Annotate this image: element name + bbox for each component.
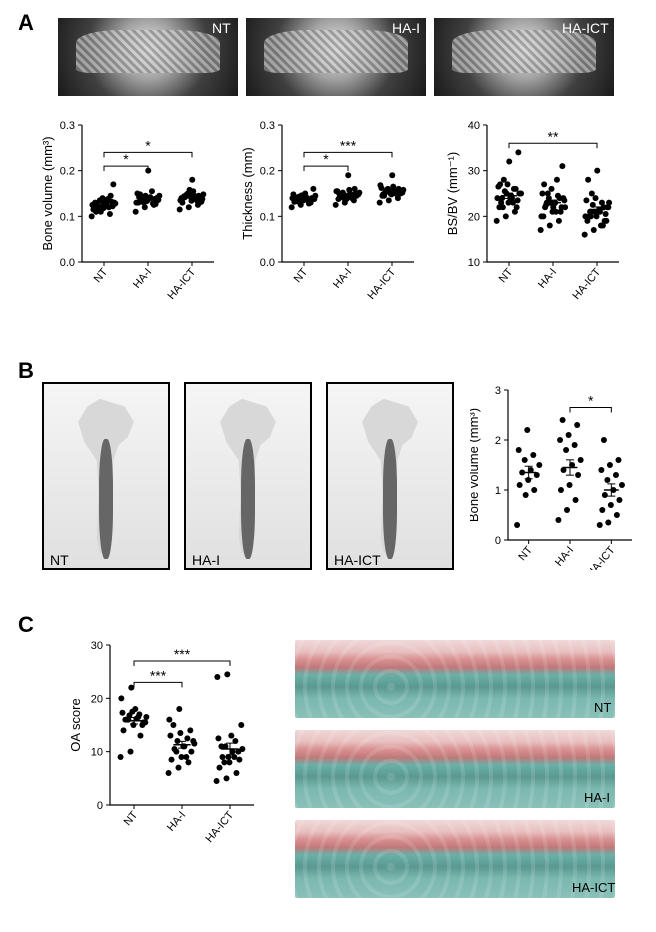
svg-text:0.1: 0.1 — [60, 211, 75, 223]
svg-text:NT: NT — [497, 266, 516, 285]
svg-text:0: 0 — [97, 800, 103, 812]
svg-text:20: 20 — [91, 693, 103, 705]
svg-text:HA-I: HA-I — [331, 266, 354, 291]
svg-text:***: *** — [150, 667, 167, 683]
svg-text:10: 10 — [91, 747, 103, 759]
histo-label-hai: HA-I — [584, 790, 610, 805]
svg-text:NT: NT — [122, 809, 141, 828]
histo-label-nt: NT — [594, 700, 611, 715]
svg-text:*: * — [123, 151, 129, 167]
svg-text:OA score: OA score — [70, 698, 83, 751]
svg-text:30: 30 — [91, 640, 103, 652]
svg-text:BS/BV (mm⁻¹): BS/BV (mm⁻¹) — [445, 152, 460, 235]
svg-text:0.0: 0.0 — [60, 257, 75, 269]
svg-text:NT: NT — [92, 266, 111, 285]
svg-text:30: 30 — [468, 166, 480, 178]
svg-text:*: * — [588, 393, 594, 409]
ct-label-haict: HA-ICT — [562, 20, 609, 36]
ct-image-nt — [58, 18, 238, 96]
svg-text:***: *** — [174, 646, 191, 662]
panel-b-label: B — [18, 358, 34, 384]
svg-text:**: ** — [548, 128, 559, 144]
panel-c-label: C — [18, 612, 34, 638]
svg-text:***: *** — [340, 137, 357, 153]
svg-text:Thickness (mm): Thickness (mm) — [240, 147, 255, 239]
svg-text:0.2: 0.2 — [260, 166, 275, 178]
svg-text:NT: NT — [292, 266, 311, 285]
svg-text:HA-I: HA-I — [165, 809, 188, 834]
ct-label-nt: NT — [212, 20, 231, 36]
chart-thickness-a: 0.00.10.20.3NTHA-IHA-ICTThickness (mm)**… — [240, 115, 420, 310]
svg-text:0.3: 0.3 — [260, 120, 275, 132]
svg-text:10: 10 — [468, 257, 480, 269]
svg-text:1: 1 — [495, 485, 501, 497]
svg-text:Bone volume (mm³): Bone volume (mm³) — [470, 408, 481, 522]
chart-bone-volume-a: 0.0 0.1 0.2 0.3 NT HA-I HA-ICT Bone volume (mm³… — [40, 115, 220, 310]
svg-text:*: * — [145, 137, 151, 153]
svg-text:0: 0 — [495, 535, 501, 547]
histo-label-haict: HA-ICT — [572, 880, 615, 895]
chart-bsbv-a: 10 20 30 40 NT HA-I HA-ICT BS/BV (mm⁻¹) ** — [445, 115, 625, 310]
svg-text:HA-I: HA-I — [536, 266, 559, 291]
svg-text:3: 3 — [495, 385, 501, 397]
svg-text:NT: NT — [516, 544, 535, 563]
ct-label-hai: HA-I — [392, 20, 420, 36]
histo-image-haict — [295, 820, 615, 898]
histo-image-nt — [295, 640, 615, 718]
bone-image-hai — [184, 382, 312, 570]
svg-text:2: 2 — [495, 435, 501, 447]
bone-image-haict — [326, 382, 454, 570]
svg-text:HA-ICT: HA-ICT — [166, 266, 199, 302]
svg-text:20: 20 — [468, 211, 480, 223]
svg-text:HA-ICT: HA-ICT — [585, 544, 618, 570]
svg-text:0.2: 0.2 — [60, 166, 75, 178]
bone-label-hai: HA-I — [192, 552, 220, 568]
chart-bone-volume-b: 0 1 2 3 NT HA-I HA-ICT Bone volume (mm³) * — [470, 380, 638, 570]
bone-label-haict: HA-ICT — [334, 552, 381, 568]
svg-text:40: 40 — [468, 120, 480, 132]
svg-text:HA-ICT: HA-ICT — [366, 266, 399, 302]
svg-text:HA-I: HA-I — [131, 266, 154, 291]
svg-text:0.1: 0.1 — [260, 211, 275, 223]
svg-text:Bone volume (mm³): Bone volume (mm³) — [40, 136, 55, 250]
panel-a-label: A — [18, 10, 34, 36]
svg-text:0.3: 0.3 — [60, 120, 75, 132]
svg-text:HA-ICT: HA-ICT — [204, 809, 237, 845]
svg-text:HA-ICT: HA-ICT — [571, 266, 604, 302]
histo-image-hai — [295, 730, 615, 808]
svg-text:*: * — [323, 151, 329, 167]
svg-text:HA-I: HA-I — [553, 544, 576, 569]
bone-label-nt: NT — [50, 552, 69, 568]
chart-oa-score: 0 10 20 30 NT HA-I HA-ICT OA score *** *** — [70, 635, 260, 860]
bone-image-nt — [42, 382, 170, 570]
svg-text:0.0: 0.0 — [260, 257, 275, 269]
